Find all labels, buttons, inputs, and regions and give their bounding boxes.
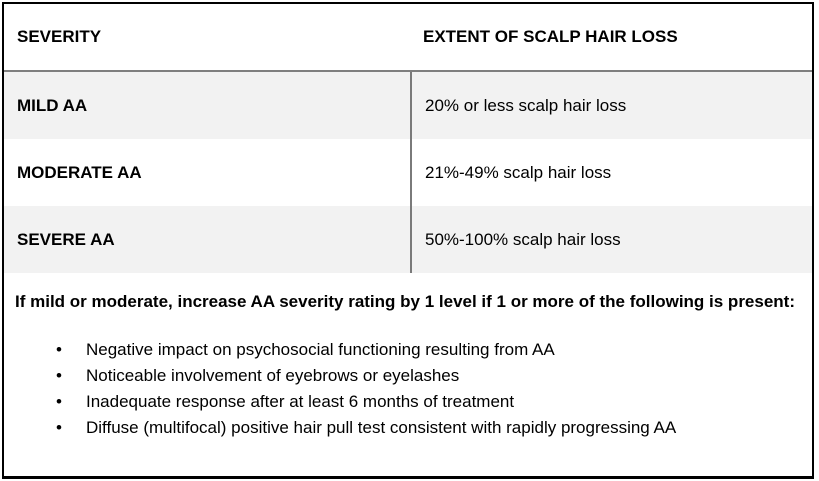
severity-cell-severe: SEVERE AA xyxy=(17,229,115,249)
column-header-severity: SEVERITY xyxy=(17,27,102,46)
criteria-text-treatment-response: Inadequate response after at least 6 mon… xyxy=(86,392,515,411)
severity-cell-mild: MILD AA xyxy=(17,95,88,115)
criteria-text-psychosocial: Negative impact on psychosocial function… xyxy=(86,340,555,359)
bullet-icon: • xyxy=(56,340,62,359)
bullet-icon: • xyxy=(56,392,62,411)
table-row-moderate: MODERATE AA 21%-49% scalp hair loss xyxy=(4,139,812,206)
table-row-mild: MILD AA 20% or less scalp hair loss xyxy=(4,72,812,139)
criteria-text-eyebrows: Noticeable involvement of eyebrows or ey… xyxy=(86,366,460,385)
bullet-icon: • xyxy=(56,418,62,437)
severity-adjustment-note: If mild or moderate, increase AA severit… xyxy=(4,273,812,441)
table-header-row: SEVERITY EXTENT OF SCALP HAIR LOSS xyxy=(4,4,812,72)
criteria-list: • Negative impact on psychosocial functi… xyxy=(15,337,799,441)
list-item: • Noticeable involvement of eyebrows or … xyxy=(56,363,799,389)
bullet-icon: • xyxy=(56,366,62,385)
note-intro-text: If mild or moderate, increase AA severit… xyxy=(15,292,795,311)
extent-cell-moderate: 21%-49% scalp hair loss xyxy=(410,139,812,206)
table-row-severe: SEVERE AA 50%-100% scalp hair loss xyxy=(4,206,812,273)
column-header-extent: EXTENT OF SCALP HAIR LOSS xyxy=(423,27,678,46)
list-item: • Negative impact on psychosocial functi… xyxy=(56,337,799,363)
severity-cell-moderate: MODERATE AA xyxy=(17,162,142,182)
criteria-text-hair-pull-test: Diffuse (multifocal) positive hair pull … xyxy=(86,418,677,437)
list-item: • Inadequate response after at least 6 m… xyxy=(56,389,799,415)
extent-cell-mild: 20% or less scalp hair loss xyxy=(410,72,812,139)
list-item: • Diffuse (multifocal) positive hair pul… xyxy=(56,415,799,441)
extent-cell-severe: 50%-100% scalp hair loss xyxy=(410,206,812,273)
